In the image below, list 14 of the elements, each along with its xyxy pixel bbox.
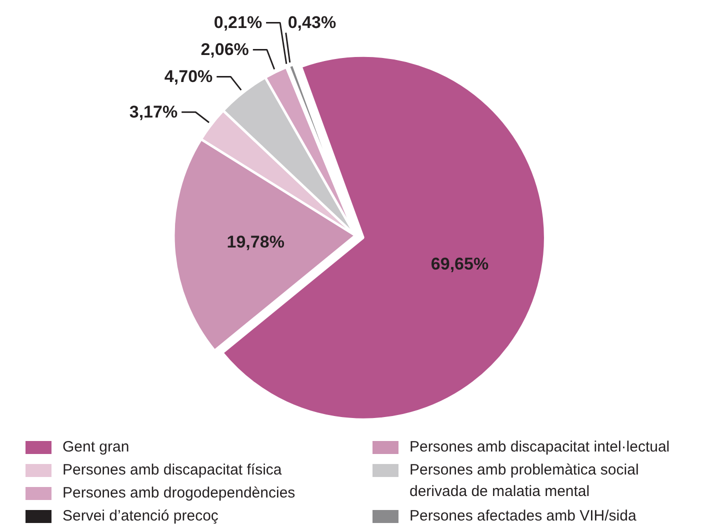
data-label: 0,21% bbox=[214, 13, 262, 32]
legend-label: Persones amb discapacitat intel·lectual bbox=[410, 438, 670, 456]
data-label: 19,78% bbox=[226, 232, 284, 252]
data-label: 4,70% bbox=[164, 67, 213, 86]
legend-label: Gent gran bbox=[62, 438, 130, 456]
legend-label: Servei d’atenció precoç bbox=[62, 508, 219, 524]
data-label: 3,17% bbox=[129, 102, 178, 122]
legend-label: Persones amb problemàtica social derivada de malatia mental bbox=[410, 462, 639, 500]
legend-label: Persones afectades amb VIH/sida bbox=[410, 508, 637, 524]
data-label: 0,43% bbox=[288, 13, 336, 32]
legend-label: Persones amb drogodependències bbox=[62, 484, 296, 502]
data-label: 69,65% bbox=[430, 254, 489, 274]
data-label: 2,06% bbox=[200, 40, 249, 60]
legend-label: Persones amb discapacitat física bbox=[62, 462, 282, 478]
